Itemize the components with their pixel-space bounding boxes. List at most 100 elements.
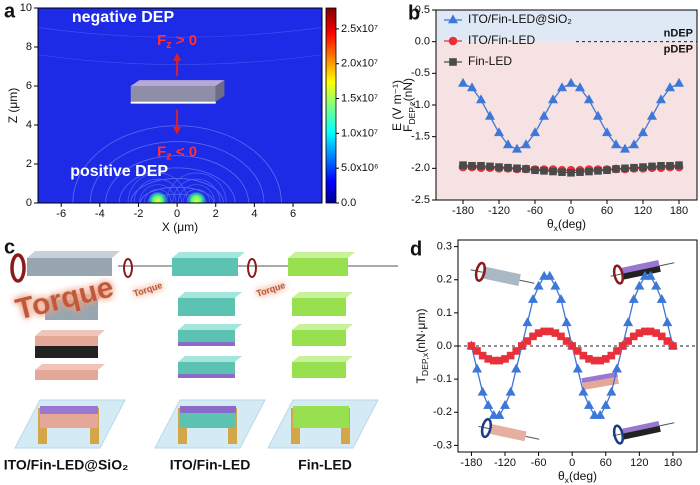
block — [178, 292, 242, 298]
x-tick-label: 0 — [568, 205, 574, 217]
x-axis-label: θx(deg) — [558, 469, 597, 485]
field-annotation-part: F — [157, 143, 166, 160]
colorbar-tick-label: 1.5x10⁷ — [341, 92, 378, 104]
x-tick-label: 180 — [670, 205, 688, 217]
block — [178, 356, 242, 362]
contour — [166, 172, 227, 203]
contour — [182, 189, 211, 203]
marker — [600, 400, 611, 409]
torque-arrow — [123, 258, 133, 278]
x-axis-label-part: (deg) — [569, 469, 597, 483]
device-label: ITO/Fin-LED@SiO₂ — [4, 457, 129, 473]
y-axis-label: Z (μm) — [6, 88, 20, 124]
field-annotation-part: negative DEP — [72, 9, 175, 26]
block — [292, 330, 346, 346]
marker — [531, 166, 539, 175]
marker — [522, 317, 533, 327]
y-tick-label: 0.0 — [415, 36, 430, 48]
marker — [578, 386, 589, 396]
x-tick-label: -120 — [488, 205, 510, 217]
marker — [504, 163, 512, 172]
block — [293, 406, 349, 428]
legend-label: ITO/Fin-LED — [468, 33, 535, 47]
block — [180, 406, 236, 413]
device-label: ITO/Fin-LED — [170, 457, 251, 473]
legend-label: Fin-LED — [468, 54, 512, 68]
rod-icon — [470, 261, 535, 287]
x-axis-label: X (μm) — [162, 220, 198, 234]
marker — [467, 342, 476, 350]
x-tick-label: -180 — [452, 205, 474, 217]
marker — [592, 110, 604, 120]
block — [178, 362, 235, 374]
y-axis-label-part: (nN) — [401, 78, 415, 101]
marker — [565, 77, 577, 87]
block — [178, 324, 242, 330]
marker — [505, 386, 516, 396]
block — [27, 251, 120, 258]
x-tick-label: 0 — [569, 457, 575, 469]
contour — [127, 172, 188, 203]
marker — [637, 127, 649, 137]
field-background — [38, 8, 322, 203]
marker — [549, 167, 557, 176]
x-tick-label: -180 — [460, 457, 482, 469]
panel-d-insets — [470, 259, 675, 445]
rod-front — [130, 86, 216, 102]
field-annotation-part: z — [166, 39, 172, 51]
y-tick-label: 0.5 — [415, 4, 430, 16]
rod-top — [130, 80, 225, 86]
contour — [172, 178, 221, 203]
block — [288, 252, 355, 258]
marker — [556, 82, 568, 92]
block — [35, 330, 105, 336]
x-tick-label: -120 — [494, 457, 516, 469]
y-axis-label: FDEP,z(nN) — [401, 78, 417, 132]
marker — [651, 280, 662, 290]
marker — [606, 386, 617, 396]
panel-letter: a — [4, 0, 16, 22]
block — [35, 346, 98, 358]
panel-letter: b — [408, 2, 420, 24]
x-tick-label: -4 — [95, 208, 105, 220]
shade-above — [436, 10, 697, 42]
block — [172, 252, 245, 258]
block — [45, 300, 98, 320]
marker — [506, 351, 515, 360]
block — [180, 413, 236, 428]
block — [35, 364, 105, 370]
colorbar-tick-label: 1.0x10⁷ — [341, 127, 378, 139]
marker — [673, 77, 685, 87]
x-tick-label: -2 — [134, 208, 144, 220]
marker — [513, 164, 521, 173]
colorbar-tick-label: 0.0 — [341, 197, 356, 209]
block — [292, 362, 346, 378]
y-tick-label: 6 — [26, 80, 32, 92]
contour — [140, 186, 215, 203]
rod-icon — [610, 259, 675, 285]
marker — [611, 363, 622, 373]
marker — [666, 162, 674, 170]
x-axis-label-part: θ — [558, 469, 565, 483]
y-tick-label: 0.1 — [437, 307, 452, 319]
contour — [143, 189, 172, 203]
marker — [657, 162, 665, 170]
y-tick-label: -0.3 — [433, 439, 452, 451]
y-axis-label-part: (nN·μm) — [414, 309, 428, 353]
marker — [520, 139, 532, 149]
marker — [662, 317, 673, 327]
marker — [655, 94, 667, 104]
marker — [484, 110, 496, 120]
marker — [540, 167, 548, 175]
device-label: Fin-LED — [298, 457, 352, 473]
block — [178, 342, 235, 346]
marker — [468, 162, 476, 170]
marker — [630, 163, 638, 172]
marker — [568, 342, 576, 350]
contour — [38, 27, 322, 38]
panel-letter: d — [410, 238, 422, 260]
field-annotation: negative DEP — [72, 9, 175, 26]
marker — [544, 270, 555, 280]
rod-icon — [612, 420, 675, 445]
